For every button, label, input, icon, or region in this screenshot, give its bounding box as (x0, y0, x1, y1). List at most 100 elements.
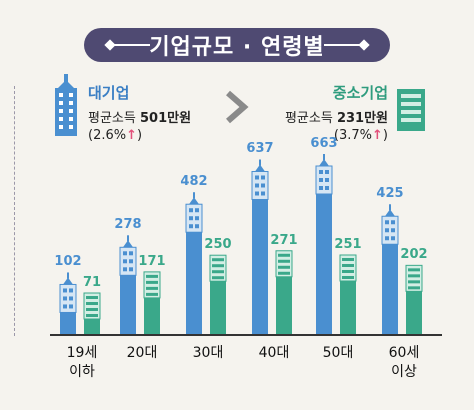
sme-value-label: 71 (82, 275, 102, 290)
sme-bar-stripe (408, 286, 420, 290)
sme-bar (276, 276, 292, 334)
large-bar-window (69, 296, 73, 301)
large-bar-window (123, 267, 127, 272)
large-bar-roof (319, 159, 329, 166)
sme-building-icon (397, 89, 425, 131)
large-bar-top (251, 170, 269, 200)
large-value-label: 663 (310, 136, 338, 151)
large-value-label: 102 (54, 254, 82, 270)
sme-value-label: 171 (138, 253, 166, 269)
large-bar-window (195, 216, 199, 221)
sme-change-close: ) (382, 128, 388, 143)
large-bar-window (255, 175, 259, 180)
category-label: 40대 (258, 345, 290, 361)
large-bar-window (391, 236, 395, 241)
large-company-name: 대기업 (88, 84, 130, 102)
sme-income-label: 평균소득 (284, 111, 333, 126)
large-bar-window (325, 186, 329, 190)
sme-bar-stripe (342, 263, 354, 267)
large-bar-window (391, 220, 395, 225)
sme-info: 중소기업 평균소득 231만원 (3.7%↑) (276, 82, 388, 143)
title-left-line (114, 44, 150, 46)
category-label: 30대 (192, 345, 224, 361)
large-bar-window (63, 296, 67, 301)
large-bar-window (69, 304, 73, 309)
sme-change: (3.7%↑) (276, 128, 388, 143)
large-bar-antenna (193, 192, 195, 199)
large-bar-roof (385, 209, 395, 217)
sme-bar (84, 319, 100, 334)
title-right-line (324, 44, 360, 46)
sme-value-label: 202 (400, 247, 428, 263)
large-bar-roof (63, 277, 73, 285)
large-bar-window (319, 186, 323, 190)
sme-bar-stripe (342, 257, 354, 261)
large-value-label: 637 (246, 141, 274, 157)
large-bar-top (315, 165, 333, 195)
large-bar-window (261, 183, 265, 188)
sme-bar-top (339, 254, 357, 282)
large-bar-window (63, 288, 67, 293)
sme-bar-stripe (86, 314, 98, 318)
sme-bar-stripe (146, 280, 158, 284)
sme-bar-stripe (408, 274, 420, 278)
large-income-value: 501만원 (139, 111, 192, 126)
large-value-label: 278 (114, 217, 142, 233)
large-bar-window (129, 259, 133, 264)
large-bar-window (261, 191, 265, 196)
large-bar-antenna (67, 272, 69, 279)
large-bar (186, 232, 202, 334)
large-bar (60, 312, 76, 334)
large-bar-window (385, 236, 389, 241)
sme-bar-stripe (342, 269, 354, 273)
large-bar-window (129, 267, 133, 272)
large-bar-window (63, 304, 67, 309)
large-bar-roof (255, 164, 265, 172)
large-bar-window (319, 170, 323, 174)
sme-value-label: 250 (204, 237, 232, 253)
sme-bar-stripe (146, 286, 158, 290)
sme-value-label: 251 (334, 236, 362, 252)
large-bar (382, 244, 398, 334)
sme-income: 평균소득 231만원 (276, 107, 388, 126)
large-bar-window (385, 220, 389, 225)
sme-bar-stripe (86, 296, 98, 300)
sme-value-label: 271 (270, 232, 298, 248)
large-bar-window (319, 178, 323, 182)
large-bar-antenna (323, 154, 325, 160)
sme-bar (210, 281, 226, 334)
large-bar-antenna (259, 159, 261, 166)
large-company-info: 대기업 평균소득 501만원 (2.6%↑) (88, 82, 191, 143)
large-bar-roof (123, 240, 133, 248)
sme-change-value: (3.7% (333, 128, 373, 143)
side-dashed-rule (14, 86, 15, 336)
large-bar-top (185, 203, 203, 233)
large-bar-window (391, 228, 395, 233)
category-label: 20대 (126, 345, 158, 361)
large-bar-window (195, 224, 199, 229)
large-bar-window (189, 216, 193, 221)
large-bar-window (255, 183, 259, 188)
large-bar-antenna (127, 235, 129, 242)
large-company-income: 평균소득 501만원 (88, 107, 191, 126)
large-change-close: ) (137, 128, 143, 143)
sme-bar-stripe (278, 253, 290, 257)
sme-bar-stripe (408, 268, 420, 272)
large-bar-roof (189, 197, 199, 205)
up-arrow-icon: ↑ (372, 128, 383, 143)
up-arrow-icon: ↑ (126, 128, 138, 143)
large-bar-window (123, 251, 127, 256)
large-bar-window (255, 191, 259, 196)
large-bar-window (69, 288, 73, 293)
page-title: 기업규모 · 연령별 (149, 35, 325, 60)
category-label: 19세 이하 (66, 345, 98, 380)
large-bar (120, 275, 136, 334)
large-bar-window (129, 251, 133, 256)
sme-bar-stripe (212, 270, 224, 274)
sme-bar (144, 297, 160, 334)
large-income-label: 평균소득 (88, 111, 136, 126)
category-label: 60세 이상 (388, 345, 420, 380)
large-company-building-icon (55, 74, 77, 136)
chart-baseline (50, 334, 442, 336)
